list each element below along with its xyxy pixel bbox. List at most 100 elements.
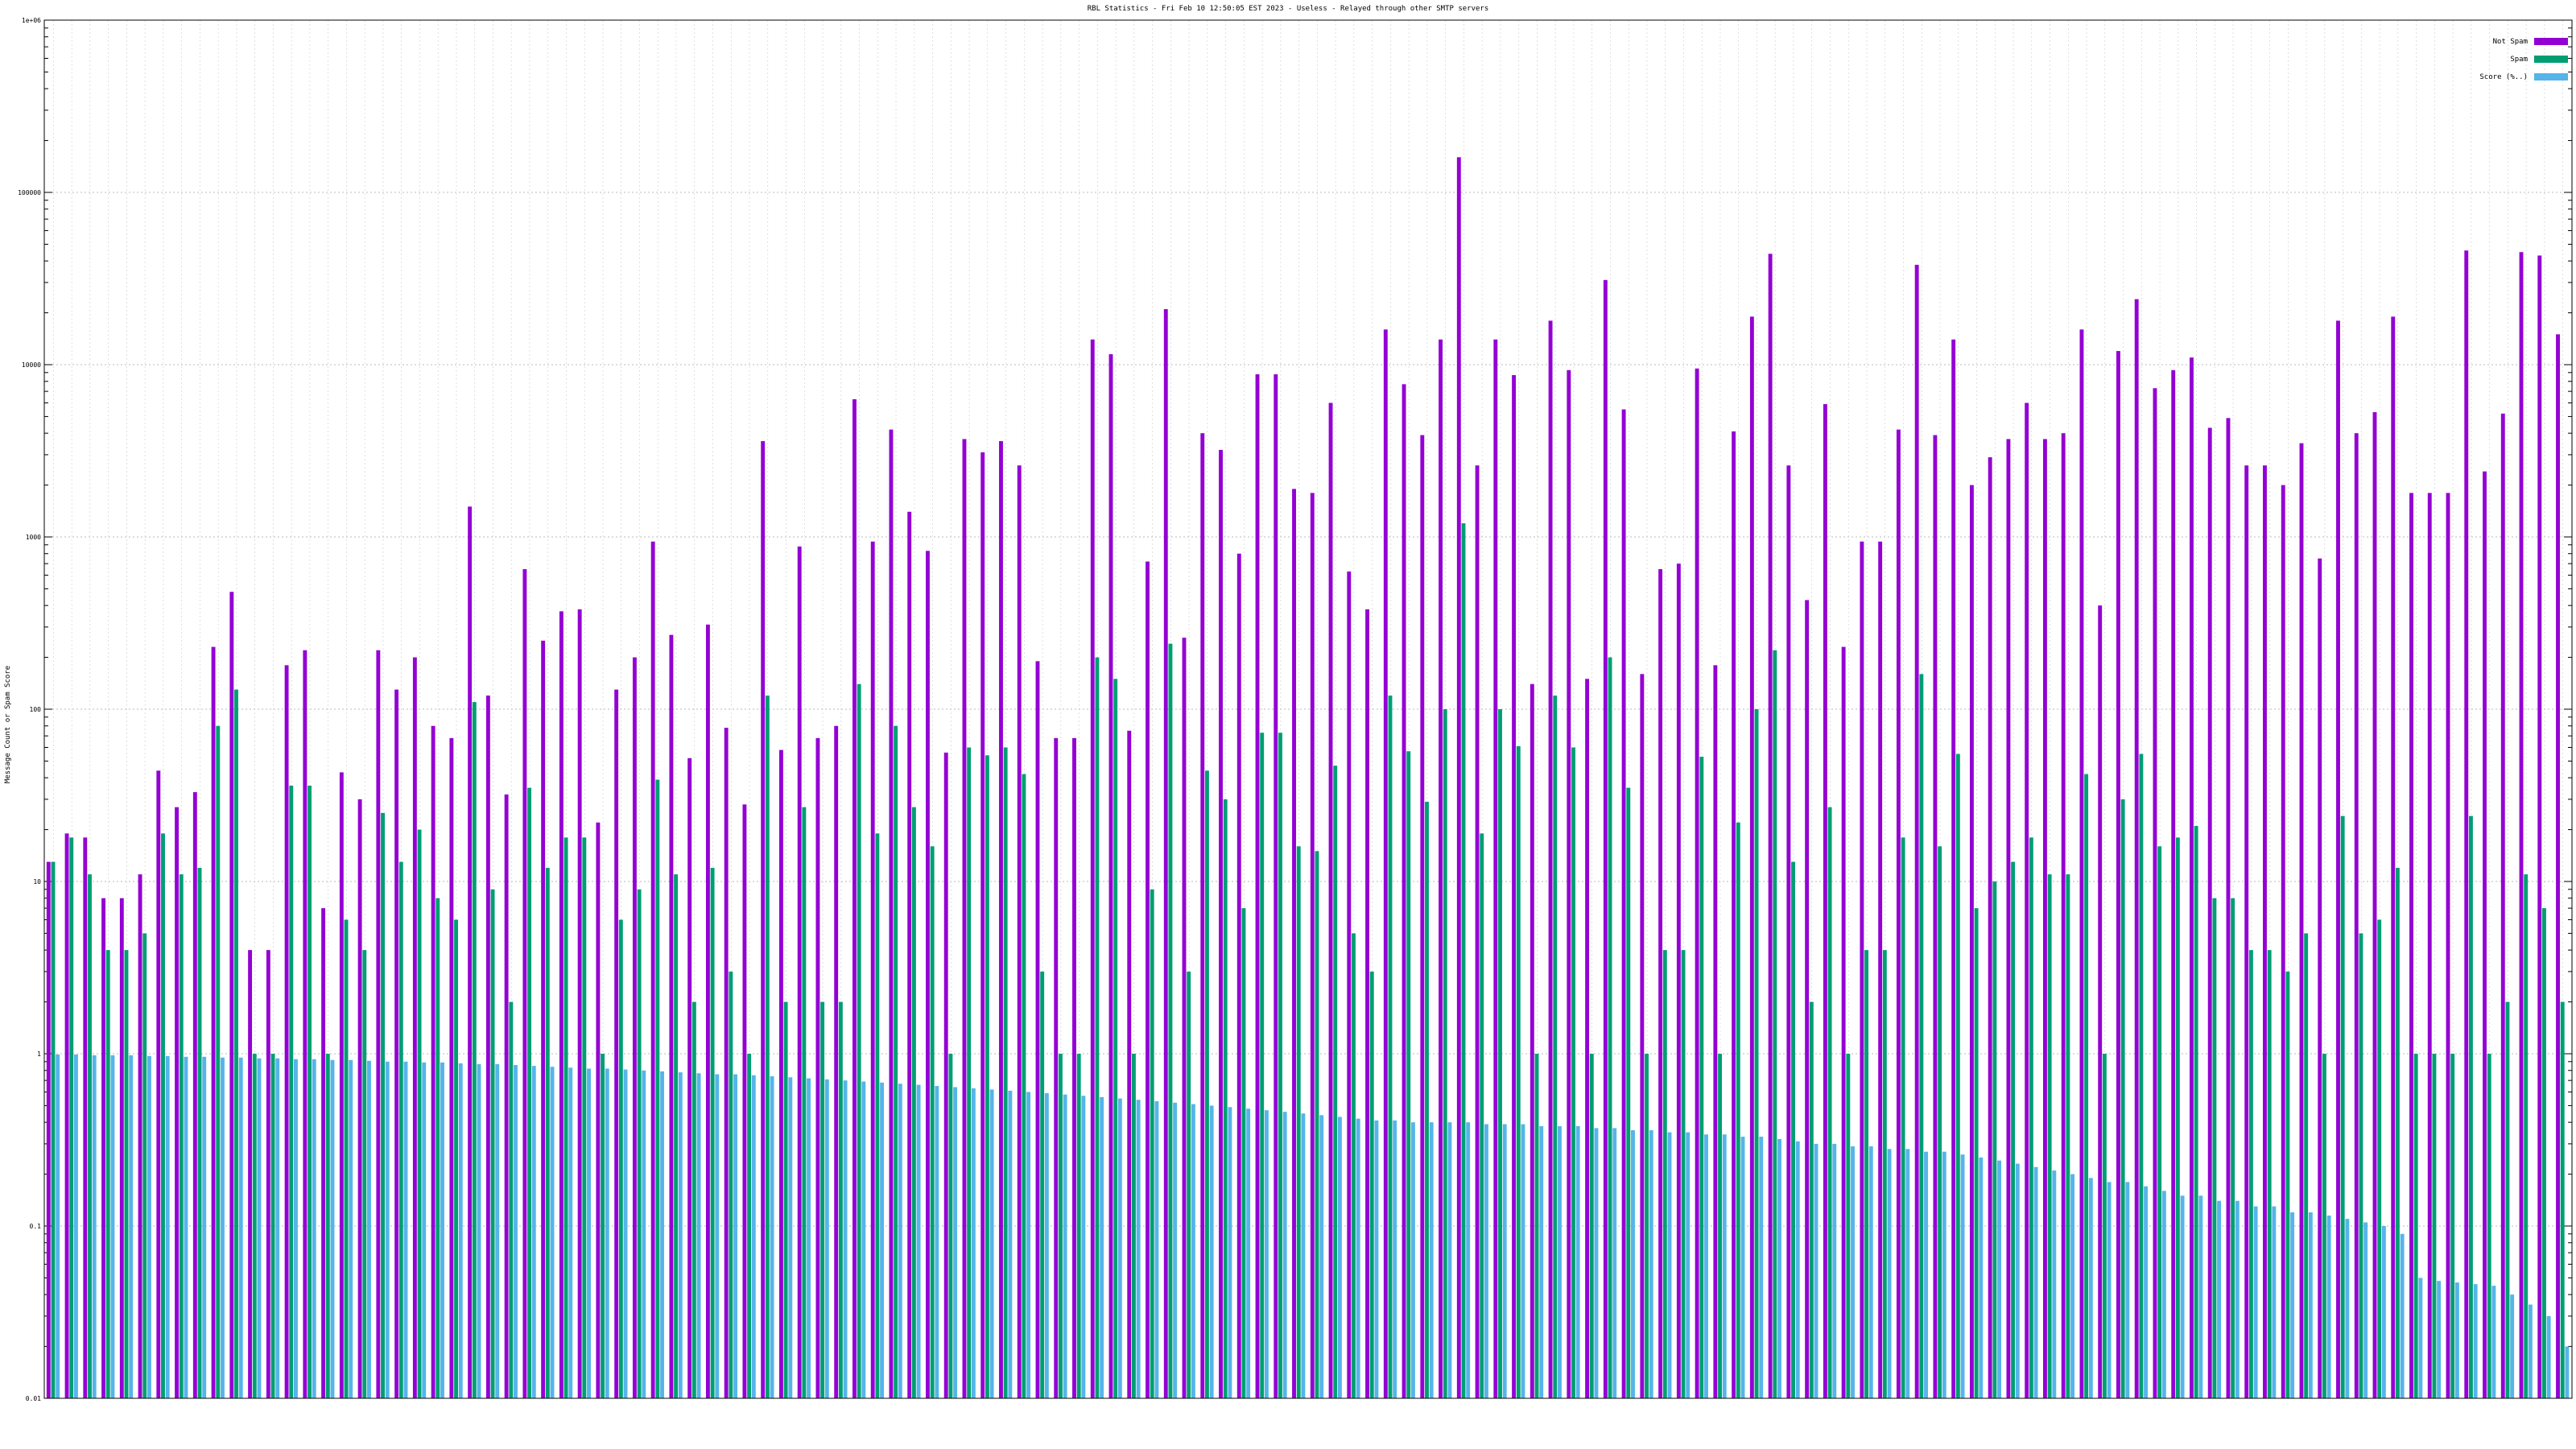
bar-score: [1502, 1124, 1507, 1398]
bar-not-spam: [303, 650, 308, 1398]
bar-spam: [2505, 1001, 2510, 1398]
y-tick-label: 1e+06: [22, 17, 41, 24]
bar-not-spam: [2244, 465, 2249, 1398]
plot-frame: [43, 19, 2573, 1399]
bar-not-spam: [394, 689, 399, 1398]
bar-spam: [2139, 753, 2144, 1398]
bar-spam: [967, 747, 972, 1398]
bar-spam: [69, 837, 74, 1398]
bar-not-spam: [1951, 339, 1956, 1398]
bar-spam: [1040, 971, 1045, 1398]
bar-score: [1466, 1122, 1471, 1398]
bar-not-spam: [1219, 449, 1223, 1398]
bar-score: [257, 1058, 262, 1398]
bar-score: [1575, 1125, 1580, 1398]
bar-spam: [2560, 1001, 2565, 1398]
bar-not-spam: [1768, 254, 1773, 1398]
bar-score: [2381, 1226, 2386, 1398]
bar-spam: [1846, 1054, 1851, 1398]
bar-not-spam: [229, 592, 234, 1398]
bar-not-spam: [1567, 369, 1571, 1399]
bar-not-spam: [1878, 541, 1883, 1398]
bar-score: [294, 1059, 298, 1398]
bar-not-spam: [1090, 339, 1095, 1398]
bar-not-spam: [339, 772, 344, 1398]
bar-spam: [783, 1001, 788, 1398]
bar-spam: [1241, 908, 1246, 1398]
bar-score: [1154, 1101, 1159, 1398]
bar-not-spam: [2207, 427, 2212, 1398]
bar-not-spam: [138, 874, 142, 1398]
bar-spam: [802, 807, 807, 1398]
bar-spam: [1589, 1054, 1594, 1398]
bar-score: [477, 1063, 481, 1398]
bar-not-spam: [431, 725, 436, 1398]
bar-not-spam: [834, 725, 839, 1398]
bar-not-spam: [632, 657, 637, 1398]
bar-not-spam: [2061, 433, 2066, 1398]
bar-score: [2052, 1170, 2057, 1398]
bar-score: [2326, 1216, 2331, 1398]
bar-score: [2345, 1219, 2350, 1398]
bar-not-spam: [1347, 571, 1352, 1398]
bar-spam: [1260, 733, 1265, 1398]
bar-score: [1851, 1146, 1855, 1398]
bar-spam: [1827, 807, 1832, 1398]
bar-not-spam: [2519, 252, 2524, 1398]
bar-not-spam: [1035, 661, 1040, 1398]
bar-spam: [1168, 643, 1173, 1398]
bar-score: [1759, 1137, 1764, 1398]
bar-spam: [1992, 881, 1997, 1398]
bar-spam: [2102, 1054, 2107, 1398]
bar-not-spam: [541, 640, 546, 1398]
bar-spam: [2395, 868, 2400, 1398]
bar-spam: [2066, 874, 2070, 1398]
bar-not-spam: [321, 908, 326, 1398]
bar-score: [1117, 1098, 1122, 1398]
y-tick-label: 1: [37, 1051, 41, 1058]
bar-score: [2198, 1195, 2203, 1398]
bar-not-spam: [2042, 439, 2047, 1399]
bar-spam: [930, 846, 935, 1398]
bar-spam: [2413, 1054, 2418, 1398]
bar-spam: [2285, 971, 2290, 1398]
bar-spam: [582, 837, 587, 1398]
bar-not-spam: [2537, 255, 2542, 1398]
bar-not-spam: [2336, 320, 2340, 1398]
bar-score: [916, 1084, 921, 1398]
bar-not-spam: [2226, 418, 2231, 1398]
bar-spam: [105, 950, 110, 1398]
bar-not-spam: [2006, 439, 2011, 1399]
bar-not-spam: [1621, 409, 1626, 1398]
bar-not-spam: [211, 646, 216, 1398]
chart-title: RBL Statistics - Fri Feb 10 12:50:05 EST…: [1088, 5, 1489, 13]
bar-spam: [1333, 766, 1338, 1398]
bar-spam: [1864, 950, 1869, 1398]
bar-not-spam: [1493, 339, 1498, 1398]
bar-score: [1612, 1128, 1617, 1398]
bar-score: [1924, 1151, 1928, 1398]
bar-spam: [51, 861, 56, 1398]
bar-score: [1081, 1096, 1086, 1398]
bar-spam: [1131, 1054, 1136, 1398]
bar-spam: [1205, 770, 1209, 1398]
bar-not-spam: [284, 665, 289, 1398]
bar-score: [2290, 1212, 2295, 1398]
bar-spam: [142, 933, 147, 1398]
bar-not-spam: [412, 657, 417, 1398]
bar-score: [1356, 1118, 1360, 1398]
bar-not-spam: [1860, 541, 1864, 1398]
bar-spam: [1516, 745, 1521, 1398]
bar-spam: [1113, 679, 1118, 1398]
bar-not-spam: [1603, 279, 1608, 1398]
bar-spam: [2047, 874, 2052, 1398]
bar-not-spam: [468, 506, 473, 1399]
bar-not-spam: [1749, 316, 1754, 1399]
bar-not-spam: [1163, 309, 1168, 1399]
bar-score: [1868, 1146, 1873, 1398]
bar-score: [2363, 1222, 2368, 1398]
bar-not-spam: [943, 752, 948, 1398]
bar-score: [2125, 1182, 2130, 1398]
bar-not-spam: [1732, 431, 1736, 1398]
bar-not-spam: [596, 822, 601, 1398]
